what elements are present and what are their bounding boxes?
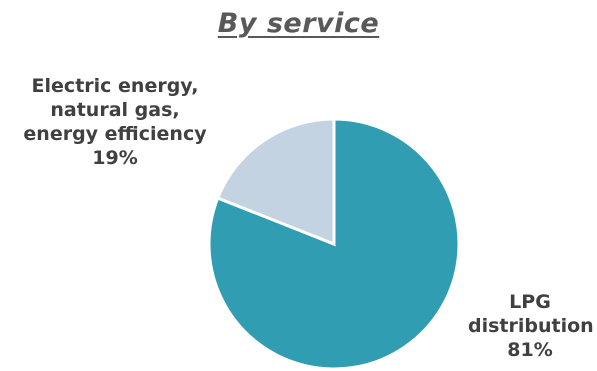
pie-slice-electric-energy [215, 117, 336, 247]
slice-label-line: Electric energy, [31, 75, 199, 97]
chart-title: By service [217, 8, 380, 39]
slice-label-line: distribution [468, 315, 594, 337]
slice-label-electric-energy: Electric energy, natural gas, energy eff… [10, 74, 220, 170]
pie-slice-lpg-distribution [207, 117, 461, 371]
slice-label-line: LPG [509, 291, 551, 313]
slice-value-label: 19% [92, 147, 138, 169]
slice-label-line: energy efficiency [23, 123, 207, 145]
slice-value-label: 81% [507, 339, 553, 361]
pie-slices [207, 117, 461, 371]
slice-label-line: natural gas, [50, 99, 180, 121]
slice-label-lpg-distribution: LPG distribution 81% [468, 290, 594, 362]
